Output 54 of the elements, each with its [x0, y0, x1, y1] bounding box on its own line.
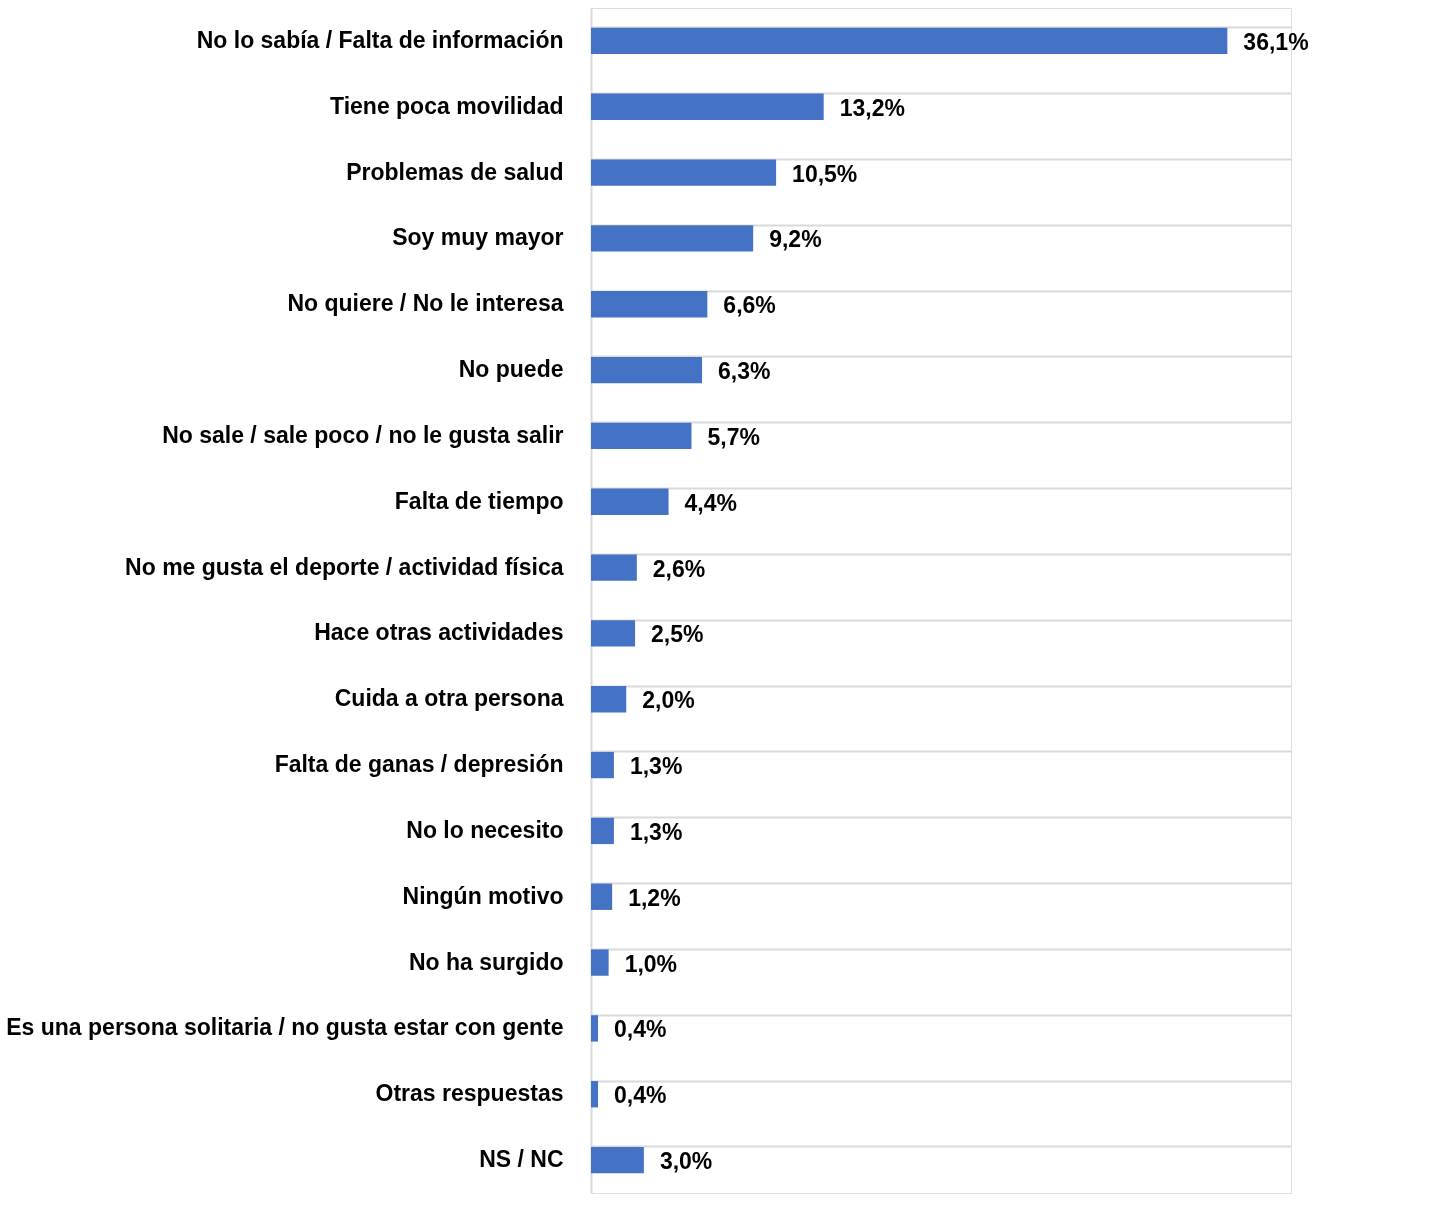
bar [591, 554, 637, 581]
bar [591, 751, 614, 779]
bar [591, 93, 824, 120]
bar [591, 422, 692, 450]
y-tick-label: No puede [458, 356, 564, 383]
bar [591, 27, 1228, 55]
bar [591, 1146, 644, 1174]
y-tick-label: Falta de tiempo [394, 487, 564, 514]
bar [591, 1015, 599, 1042]
y-tick-label: Tiene poca movilidad [330, 92, 564, 119]
y-tick-label: Ningún motivo [402, 882, 564, 909]
bar [591, 817, 614, 845]
bar [591, 488, 669, 515]
y-tick-label: Es una persona solitaria / no gusta estar con gente [6, 1014, 564, 1041]
data-label: 13,2% [839, 94, 905, 121]
bar [591, 159, 777, 186]
data-label: 10,5% [792, 160, 858, 187]
y-tick-label: Problemas de salud [346, 158, 564, 185]
y-tick-label: Soy muy mayor [392, 224, 564, 251]
y-tick-label: No me gusta el deporte / actividad física [125, 553, 564, 580]
y-tick-label: Otras respuestas [375, 1080, 564, 1107]
data-label: 6,6% [723, 292, 776, 319]
data-label: 0,4% [614, 1082, 667, 1109]
bar [591, 620, 636, 647]
data-label: 5,7% [707, 423, 760, 450]
data-label: 2,5% [651, 621, 704, 648]
bar [591, 356, 703, 384]
bar [591, 225, 754, 252]
bar [591, 1081, 599, 1108]
data-label: 0,4% [614, 1016, 667, 1043]
data-label: 2,6% [652, 555, 706, 582]
data-label: 1,3% [629, 753, 683, 780]
bar [591, 883, 613, 910]
bar [591, 686, 627, 713]
data-label: 3,0% [659, 1148, 713, 1175]
y-tick-label: Cuida a otra persona [334, 685, 564, 712]
bar [591, 949, 609, 976]
y-tick-label: NS / NC [479, 1146, 564, 1173]
data-label: 6,3% [718, 358, 771, 385]
y-tick-label: Hace otras actividades [314, 619, 564, 646]
data-label: 4,4% [684, 489, 737, 516]
data-label: 2,0% [642, 687, 695, 714]
y-tick-label: Falta de ganas / depresión [274, 751, 564, 778]
y-tick-label: No lo necesito [406, 816, 564, 843]
data-label: 1,2% [628, 884, 681, 911]
data-label: 9,2% [769, 226, 822, 253]
data-label: 1,3% [629, 818, 683, 845]
bar [591, 291, 708, 318]
data-label: 36,1% [1243, 28, 1309, 55]
y-tick-label: No lo sabía / Falta de información [196, 26, 564, 53]
y-tick-label: No ha surgido [408, 948, 564, 975]
y-tick-label: No sale / sale poco / no le gusta salir [162, 421, 564, 448]
y-tick-label: No quiere / No le interesa [287, 290, 564, 317]
data-label: 1,0% [624, 950, 678, 977]
